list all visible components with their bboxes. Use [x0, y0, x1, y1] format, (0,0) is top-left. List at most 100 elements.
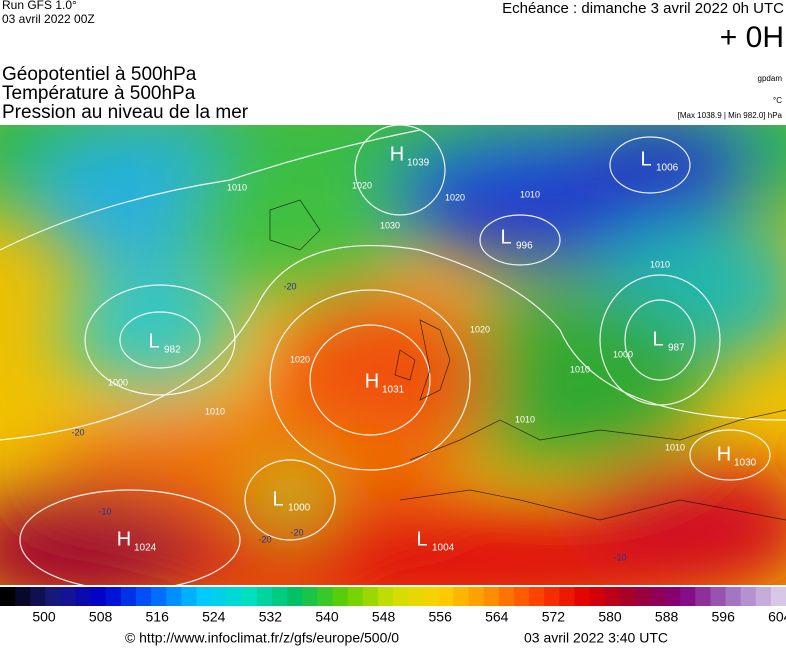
echeance: Echéance : dimanche 3 avril 2022 0h UTC [502, 0, 784, 17]
center-type: L [416, 528, 427, 550]
colorbar-swatch [529, 587, 545, 606]
isobar-label: 1010 [227, 182, 247, 192]
colorbar-swatch [272, 587, 288, 606]
colorbar-swatch [226, 587, 243, 606]
isobar-label: 1010 [665, 442, 685, 452]
temperature-label: -10 [613, 552, 626, 562]
layer: Géopotentiel à 500hPa [2, 64, 197, 85]
colorbar-tick: 508 [89, 609, 113, 625]
colorbar-swatch [725, 587, 742, 606]
colorbar-swatch [151, 587, 167, 606]
footer-source: © http://www.infoclimat.fr/z/gfs/europe/… [125, 630, 399, 646]
colorbar-swatch [438, 587, 454, 606]
colorbar-swatch [513, 587, 530, 606]
colorbar-swatch [120, 587, 137, 606]
center-type: H [365, 370, 379, 392]
temperature-label: -20 [258, 534, 271, 544]
colorbar-swatch [574, 587, 590, 606]
isobar-label: 1010 [650, 259, 670, 269]
colorbar-swatch [665, 587, 681, 606]
colorbar-tick: 516 [146, 609, 170, 625]
colorbar-swatch [589, 587, 606, 606]
colorbar-swatch [468, 587, 485, 606]
colorbar-swatch [241, 587, 258, 606]
colorbar-swatch [181, 587, 197, 606]
isobar-label: 1020 [470, 324, 490, 334]
isobar-label: 1020 [445, 192, 465, 202]
colorbar-swatch [649, 587, 666, 606]
isobar-label: 1010 [515, 414, 535, 424]
colorbar-swatch [0, 587, 16, 606]
unit: gpdam [758, 74, 783, 83]
colorbar-swatch [287, 587, 303, 606]
colorbar-swatch [15, 587, 31, 606]
colorbar-tick: 564 [485, 609, 509, 625]
center-value: 987 [668, 343, 685, 354]
colorbar-tick: 572 [542, 609, 566, 625]
colorbar-swatch [634, 587, 651, 606]
offset: + 0H [720, 21, 784, 54]
center-value: 1000 [288, 503, 311, 514]
colorbar-tick: 596 [712, 609, 736, 625]
colorbar-swatch [377, 587, 394, 606]
colorbar-swatch [30, 587, 46, 606]
colorbar-swatch [166, 587, 182, 606]
colorbar-swatch [423, 587, 439, 606]
colorbar-tick: 604 [768, 609, 786, 625]
footer-generated: 03 avril 2022 3:40 UTC [524, 630, 668, 646]
colorbar-swatch [408, 587, 424, 606]
isobar-label: 1010 [205, 406, 225, 416]
colorbar-tick: 556 [429, 609, 453, 625]
colorbar-tick: 540 [315, 609, 339, 625]
center-type: L [500, 226, 511, 248]
center-value: 1039 [407, 158, 430, 169]
pressure-range: [Max 1038.9 | Min 982.0] hPa [678, 111, 783, 120]
colorbar-swatch [619, 587, 636, 606]
isobar-label: 1030 [380, 220, 400, 230]
isobar-label: 1010 [520, 189, 540, 199]
colorbar-swatch [347, 587, 364, 606]
colorbar-swatch [710, 587, 727, 606]
colorbar-tick: 524 [202, 609, 226, 625]
center-type: H [117, 528, 131, 550]
colorbar-swatch [196, 587, 213, 606]
colorbar-tick: 500 [32, 609, 56, 625]
center-type: H [717, 443, 731, 465]
center-value: 1030 [734, 458, 757, 469]
colorbar-swatch [362, 587, 379, 606]
center-value: 1006 [656, 163, 679, 174]
center-type: H [390, 143, 404, 165]
center-value: 1031 [382, 385, 405, 396]
layer: Température à 500hPa [2, 83, 196, 104]
isobar-label: 1020 [352, 180, 372, 190]
center-type: L [272, 488, 283, 510]
isobar-label: 1020 [290, 354, 310, 364]
center-type: L [640, 148, 651, 170]
colorbar-swatch [60, 587, 77, 606]
colorbar-swatch [393, 587, 409, 606]
colorbar-swatch [136, 587, 152, 606]
colorbar-swatch [105, 587, 122, 606]
colorbar-tick: 548 [372, 609, 396, 625]
colorbar-swatch [695, 587, 711, 606]
center-type: L [148, 330, 159, 352]
map [0, 125, 786, 585]
colorbar-swatch [483, 587, 500, 606]
center-value: 982 [164, 345, 181, 356]
isobar-label: 1010 [570, 364, 590, 374]
center-type: L [652, 328, 663, 350]
colorbar-swatch [45, 587, 61, 606]
colorbar-tick: 532 [259, 609, 283, 625]
colorbar-swatch [740, 587, 757, 606]
run-date: 03 avril 2022 00Z [2, 12, 95, 26]
colorbar-swatch [90, 587, 107, 606]
isobar-label: 1000 [613, 349, 633, 359]
temperature-label: -10 [98, 506, 111, 516]
center-value: 1024 [134, 543, 157, 554]
colorbar-swatch [211, 587, 228, 606]
run: Run GFS 1.0° [2, 0, 77, 12]
colorbar-swatch [498, 587, 515, 606]
temperature-label: -20 [283, 281, 296, 291]
colorbar-swatch [544, 587, 560, 606]
